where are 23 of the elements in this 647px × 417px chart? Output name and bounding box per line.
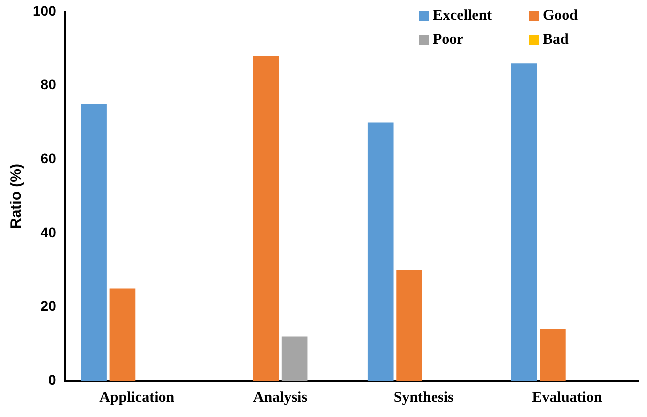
x-tick-label: Evaluation	[532, 390, 603, 406]
y-tick-label: 40	[40, 224, 57, 240]
y-axis-title: Ratio (%)	[8, 164, 26, 229]
y-tick-label: 0	[48, 372, 57, 388]
bar	[282, 336, 308, 381]
legend-label: Good	[543, 8, 579, 24]
x-tick-label: Synthesis	[394, 390, 454, 406]
legend-label: Poor	[433, 32, 464, 48]
legend-label: Bad	[543, 32, 570, 48]
bar	[511, 64, 538, 381]
bar	[110, 288, 136, 381]
x-tick-label: Analysis	[253, 390, 308, 406]
bar	[81, 104, 107, 381]
y-tick-label: 80	[40, 76, 57, 93]
bar	[540, 329, 566, 381]
x-tick-label: Application	[100, 390, 176, 406]
bar	[253, 56, 280, 381]
bar	[368, 122, 394, 381]
legend-label: Excellent	[433, 8, 492, 24]
y-tick-label: 20	[40, 298, 57, 314]
y-tick-label: 100	[33, 2, 57, 19]
bar	[396, 270, 422, 381]
y-tick-label: 60	[40, 150, 57, 166]
